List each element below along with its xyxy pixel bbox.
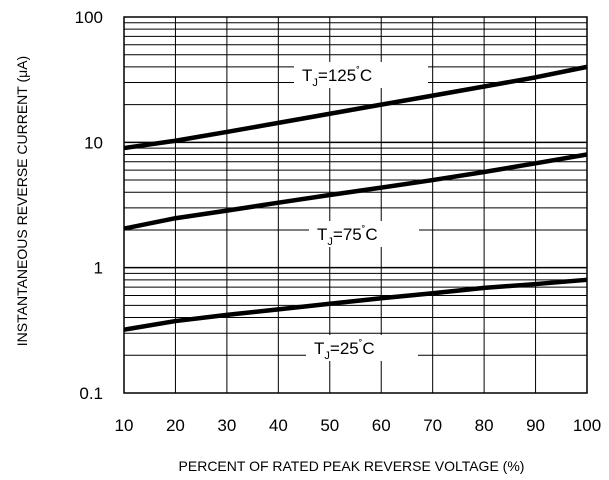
x-tick-label: 90 bbox=[526, 416, 545, 435]
series-line-2 bbox=[123, 277, 588, 332]
x-tick-label: 40 bbox=[269, 416, 288, 435]
series-label-background bbox=[309, 221, 419, 247]
series-label-text: TJ=75˚C bbox=[317, 225, 378, 248]
y-axis-title: INSTANTANEOUS REVERSE CURRENT (μA) bbox=[14, 56, 30, 346]
plot-frame bbox=[123, 16, 588, 394]
y-tick-label: 10 bbox=[84, 133, 103, 152]
curves bbox=[123, 64, 588, 332]
series-labels: TJ=125˚C TJ=75˚C TJ=25˚C bbox=[294, 62, 428, 362]
x-tick-labels: 10 20 30 40 50 60 70 80 90 100 bbox=[115, 416, 602, 435]
x-tick-label: 20 bbox=[166, 416, 185, 435]
y-tick-labels: 0.1 1 10 100 bbox=[75, 8, 103, 403]
series-label-text: TJ=125˚C bbox=[302, 66, 372, 89]
series-label-background bbox=[306, 335, 418, 361]
series-label-text: TJ=25˚C bbox=[314, 339, 375, 362]
x-axis-title: PERCENT OF RATED PEAK REVERSE VOLTAGE (%… bbox=[179, 458, 525, 474]
series-label-background bbox=[294, 62, 428, 88]
x-tick-label: 100 bbox=[573, 416, 601, 435]
x-tick-label: 50 bbox=[320, 416, 339, 435]
x-tick-label: 70 bbox=[423, 416, 442, 435]
x-tick-label: 30 bbox=[217, 416, 236, 435]
series-label-2: TJ=25˚C bbox=[306, 335, 418, 362]
y-tick-label: 0.1 bbox=[79, 384, 103, 403]
series-label-1: TJ=75˚C bbox=[309, 221, 419, 248]
series-label-0: TJ=125˚C bbox=[294, 62, 428, 89]
x-tick-label: 10 bbox=[115, 416, 134, 435]
series-line-1 bbox=[123, 152, 588, 231]
series-line-0 bbox=[123, 64, 588, 151]
x-tick-label: 80 bbox=[475, 416, 494, 435]
x-tick-label: 60 bbox=[372, 416, 391, 435]
y-tick-label: 100 bbox=[75, 8, 103, 27]
y-tick-label: 1 bbox=[94, 259, 103, 278]
